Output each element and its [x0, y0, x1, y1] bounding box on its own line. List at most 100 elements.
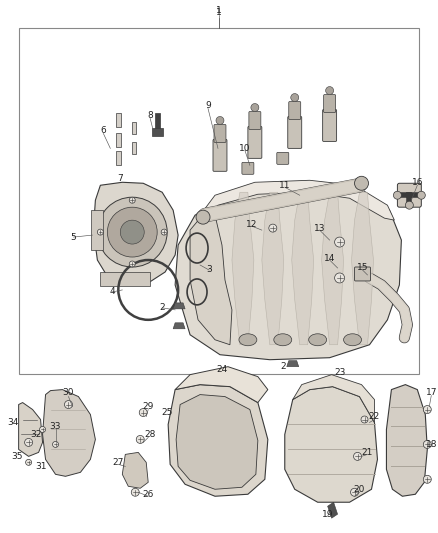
Polygon shape — [173, 303, 185, 309]
FancyBboxPatch shape — [249, 111, 261, 130]
Circle shape — [216, 117, 224, 125]
Circle shape — [406, 201, 413, 209]
Text: 7: 7 — [117, 174, 123, 183]
Circle shape — [97, 229, 103, 235]
FancyBboxPatch shape — [277, 152, 289, 164]
Polygon shape — [122, 453, 148, 488]
Polygon shape — [175, 367, 268, 402]
Text: 28: 28 — [145, 430, 156, 439]
Polygon shape — [175, 188, 401, 360]
Circle shape — [325, 86, 334, 94]
Text: 8: 8 — [147, 111, 153, 120]
Circle shape — [361, 416, 368, 423]
Circle shape — [131, 488, 139, 496]
Text: 17: 17 — [426, 388, 437, 397]
FancyBboxPatch shape — [354, 267, 371, 281]
Polygon shape — [168, 385, 268, 496]
Ellipse shape — [239, 334, 257, 346]
Text: 31: 31 — [35, 462, 46, 471]
Circle shape — [53, 441, 59, 447]
Polygon shape — [190, 215, 232, 345]
Circle shape — [354, 176, 368, 190]
Text: 34: 34 — [7, 418, 18, 427]
Bar — [152, 128, 163, 136]
Bar — [19, 28, 419, 374]
Text: 14: 14 — [324, 254, 336, 263]
Circle shape — [129, 197, 135, 203]
Text: 23: 23 — [334, 368, 345, 377]
Circle shape — [136, 435, 144, 443]
Circle shape — [39, 426, 46, 432]
Text: 3: 3 — [206, 265, 212, 274]
Text: 1: 1 — [216, 9, 222, 18]
Circle shape — [120, 220, 144, 244]
Bar — [116, 133, 121, 148]
Circle shape — [417, 191, 425, 199]
Polygon shape — [176, 394, 258, 489]
Circle shape — [335, 237, 345, 247]
Text: 11: 11 — [279, 181, 290, 190]
Polygon shape — [285, 386, 378, 502]
Text: 1: 1 — [216, 6, 222, 15]
Text: 2: 2 — [280, 362, 286, 371]
Text: 10: 10 — [239, 144, 251, 153]
Polygon shape — [328, 502, 338, 518]
Text: 2: 2 — [159, 303, 165, 312]
FancyBboxPatch shape — [213, 140, 227, 171]
FancyBboxPatch shape — [288, 117, 302, 148]
Text: 33: 33 — [50, 422, 61, 431]
Circle shape — [25, 439, 32, 447]
FancyBboxPatch shape — [397, 183, 421, 207]
Text: 19: 19 — [322, 510, 333, 519]
Bar — [116, 151, 121, 165]
Text: 18: 18 — [426, 440, 437, 449]
Text: 9: 9 — [205, 101, 211, 110]
Circle shape — [269, 224, 277, 232]
Circle shape — [393, 191, 401, 199]
Circle shape — [251, 103, 259, 111]
Circle shape — [139, 408, 147, 416]
Polygon shape — [292, 192, 314, 345]
Text: 13: 13 — [314, 224, 325, 232]
Bar — [155, 112, 160, 131]
Bar — [116, 114, 121, 127]
FancyBboxPatch shape — [242, 163, 254, 174]
Circle shape — [107, 207, 157, 257]
Circle shape — [129, 261, 135, 267]
Polygon shape — [173, 323, 185, 329]
Text: 16: 16 — [412, 178, 423, 187]
FancyBboxPatch shape — [289, 102, 301, 119]
Circle shape — [196, 210, 210, 224]
Circle shape — [423, 440, 431, 448]
Bar — [132, 123, 136, 134]
Bar — [92, 210, 103, 250]
Polygon shape — [321, 192, 343, 345]
FancyBboxPatch shape — [214, 125, 226, 142]
Polygon shape — [386, 385, 427, 496]
Text: 15: 15 — [357, 263, 368, 272]
Polygon shape — [352, 192, 374, 345]
Circle shape — [97, 197, 167, 267]
Circle shape — [423, 475, 431, 483]
Polygon shape — [200, 180, 394, 220]
FancyBboxPatch shape — [324, 94, 336, 112]
Text: 6: 6 — [100, 126, 106, 135]
Text: 20: 20 — [354, 485, 365, 494]
Text: 26: 26 — [142, 490, 154, 499]
Polygon shape — [93, 182, 178, 285]
Circle shape — [161, 229, 167, 235]
Ellipse shape — [343, 334, 361, 346]
Text: 30: 30 — [63, 388, 74, 397]
Text: 29: 29 — [142, 402, 154, 411]
Polygon shape — [232, 192, 254, 345]
Text: 21: 21 — [362, 448, 373, 457]
Text: 24: 24 — [216, 365, 228, 374]
Text: 5: 5 — [71, 232, 76, 241]
Bar — [100, 272, 150, 286]
Circle shape — [350, 488, 359, 496]
Text: 12: 12 — [246, 220, 258, 229]
Text: 27: 27 — [113, 458, 124, 467]
Polygon shape — [19, 402, 42, 456]
FancyBboxPatch shape — [248, 126, 262, 158]
Circle shape — [423, 406, 431, 414]
